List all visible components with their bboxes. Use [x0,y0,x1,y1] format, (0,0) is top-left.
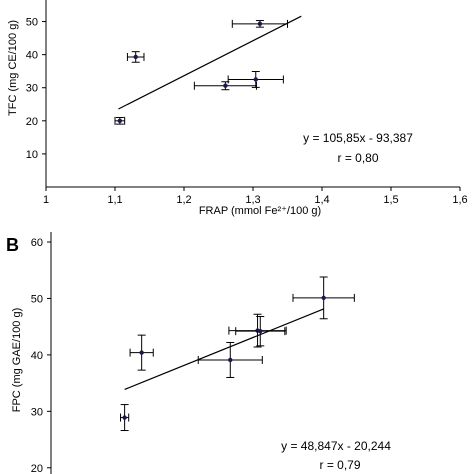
y-tick-label: 20 [31,463,43,474]
y-tick-label: 50 [31,293,43,305]
data-point [223,83,228,88]
x-tick-label: 1 [43,194,49,206]
data-point-group [129,334,154,371]
data-point [258,328,263,334]
data-point-group [120,404,130,432]
data-point-group [228,313,287,348]
regression-equation-fpc: y = 48,847x - 20,244 [281,439,391,453]
x-tick-label: 1,2 [176,194,191,206]
data-point-group [197,341,263,378]
data-point [253,77,258,82]
data-point [122,415,127,420]
y-tick-label: 50 [26,17,38,29]
chart-fpc-vs-frap: B FPC (mg GAE/100 g) y = 48,847x - 20,24… [6,232,391,474]
y-tick-label: 30 [26,83,38,95]
y-axis-label-tfc: TFC (mg CE/100 g) [7,20,19,116]
y-tick-label: 20 [26,116,38,128]
y-tick-label: 60 [31,237,43,249]
correlation-coefficient-fpc: r = 0,79 [319,458,360,472]
data-point [228,357,233,363]
y-tick-label: 30 [31,406,43,418]
data-point [257,21,263,27]
data-point-group [126,51,145,63]
regression-line [118,15,302,110]
y-axis-label-fpc: FPC (mg GAE/100 g) [11,308,23,413]
regression-line [124,308,324,390]
x-tick-label: 1,1 [107,194,122,206]
data-point [133,54,138,60]
x-tick-label: 1,3 [245,194,260,206]
data-point-group [292,276,355,320]
data-point-group [114,116,126,125]
x-axis-label-frap: FRAP (mmol Fe²⁺/100 g) [199,205,321,217]
data-point-group [231,19,288,28]
data-point-group [227,71,284,88]
x-tick-label: 1,4 [314,194,329,206]
x-tick-label: 1,5 [383,194,398,206]
data-point [117,118,123,124]
data-point [139,350,144,355]
correlation-coefficient-tfc: r = 0,80 [337,151,378,165]
x-tick-label: 1,6 [452,194,467,206]
regression-equation-tfc: y = 105,85x - 93,387 [303,131,413,145]
chart-tfc-vs-frap: TFC (mg CE/100 g) FRAP (mmol Fe²⁺/100 g)… [7,0,468,217]
data-point-group [193,81,257,91]
y-tick-label: 40 [26,50,38,62]
data-point [321,295,326,301]
data-point-group [235,316,286,347]
y-tick-label: 10 [26,149,38,161]
y-tick-label: 40 [31,350,43,362]
panel-label-b: B [6,235,19,255]
